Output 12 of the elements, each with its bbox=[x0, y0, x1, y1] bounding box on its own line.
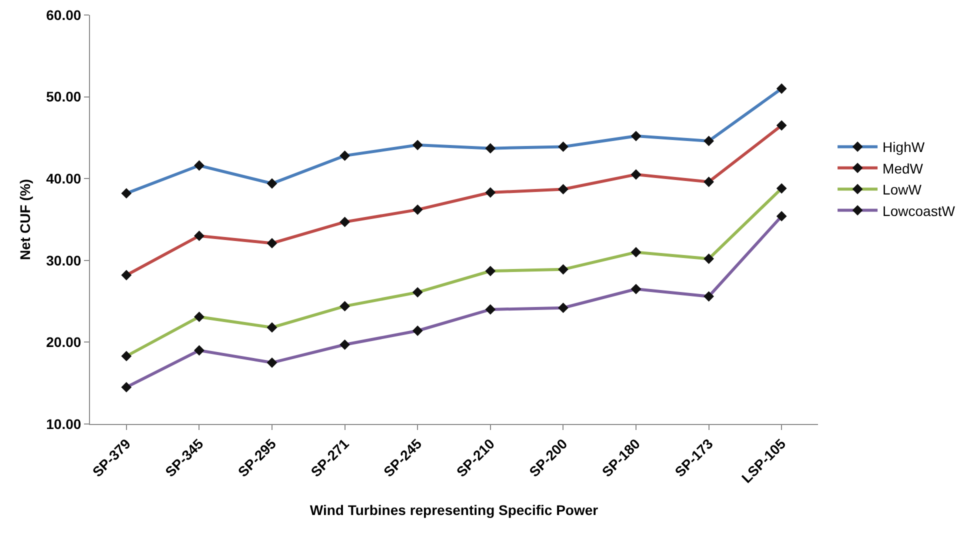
legend-label: LowW bbox=[882, 182, 922, 198]
y-axis-title: Net CUF (%) bbox=[16, 179, 33, 260]
legend-label: MedW bbox=[882, 160, 924, 176]
y-tick-label: 20.00 bbox=[46, 334, 82, 350]
y-tick-label: 60.00 bbox=[46, 6, 82, 23]
x-axis-title: Wind Turbines representing Specific Power bbox=[310, 502, 599, 518]
y-tick-label: 50.00 bbox=[46, 88, 82, 105]
y-tick-label: 30.00 bbox=[46, 252, 82, 268]
y-tick-label: 10.00 bbox=[46, 416, 82, 432]
legend-label: HighW bbox=[882, 139, 926, 156]
legend-label: LowcoastW bbox=[882, 202, 956, 219]
y-tick-label: 40.00 bbox=[46, 170, 82, 186]
